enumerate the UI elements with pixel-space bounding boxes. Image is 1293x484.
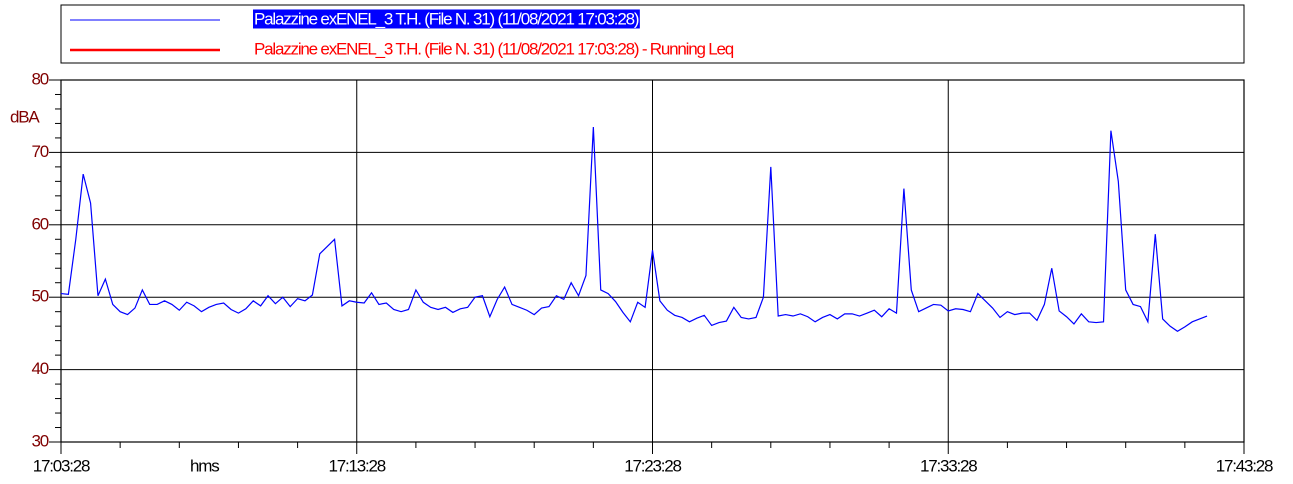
y-tick-label: 60 — [31, 214, 48, 233]
x-tick-label: 17:03:28 — [33, 456, 90, 475]
x-tick-label: 17:23:28 — [624, 456, 681, 475]
x-tick-label: 17:33:28 — [920, 456, 977, 475]
x-tick-label: 17:43:28 — [1216, 456, 1273, 475]
y-axis-label: dBA — [10, 107, 40, 126]
y-tick-label: 30 — [31, 431, 48, 450]
legend-highlight — [253, 9, 640, 29]
series-line — [60, 127, 1208, 332]
x-tick-label: 17:13:28 — [328, 456, 385, 475]
legend: Palazzine exENEL_3 T.H. (File N. 31) (11… — [70, 9, 735, 58]
legend-label: Palazzine exENEL_3 T.H. (File N. 31) (11… — [254, 9, 639, 28]
legend-label: Palazzine exENEL_3 T.H. (File N. 31) (11… — [254, 39, 734, 58]
y-tick-label: 70 — [31, 142, 48, 161]
y-tick-label: 50 — [31, 287, 48, 306]
y-tick-label: 40 — [31, 359, 48, 378]
y-tick-label: 80 — [31, 69, 48, 88]
x-axis-label: hms — [190, 456, 219, 475]
